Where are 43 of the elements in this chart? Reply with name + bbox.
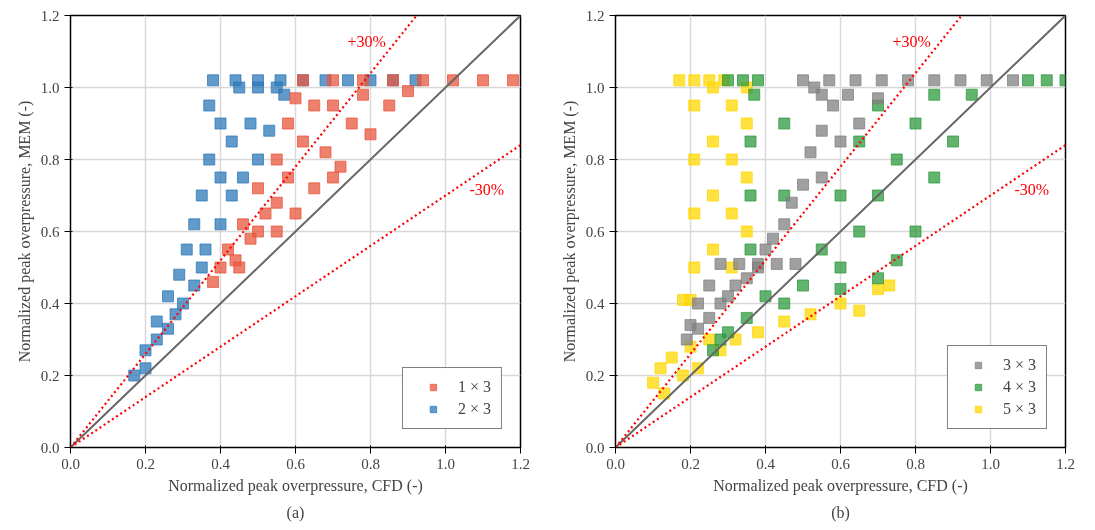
y-tick-label: 1.0 bbox=[40, 79, 60, 96]
y-axis-title: Normalized peak overpressure, MEM (-) bbox=[15, 100, 34, 363]
x-tick-label: 0.6 bbox=[831, 455, 851, 472]
annotation: -30% bbox=[469, 180, 505, 198]
y-tick-label: 0.2 bbox=[40, 367, 60, 384]
x-tick-label: 0.8 bbox=[361, 455, 380, 472]
x-tick-label: 0.8 bbox=[906, 455, 925, 472]
y-tick-label: 0.8 bbox=[40, 151, 60, 168]
x-tick-label: 0.4 bbox=[211, 455, 231, 472]
annotation: -30% bbox=[1014, 180, 1050, 198]
text: (a) bbox=[286, 503, 305, 522]
legend-label: 1 × 3 bbox=[457, 378, 491, 396]
legend-label: 5 × 3 bbox=[1002, 400, 1036, 418]
y-tick-label: 0.0 bbox=[40, 439, 60, 456]
y-tick-label: 0.2 bbox=[585, 367, 605, 384]
x-tick-label: 0.2 bbox=[136, 455, 155, 472]
y-tick-label: 0.6 bbox=[40, 223, 60, 240]
y-tick-label: 1.2 bbox=[585, 7, 605, 24]
x-axis-title: Normalized peak overpressure, CFD (-) bbox=[168, 476, 423, 495]
legend-label: 3 × 3 bbox=[1002, 356, 1036, 374]
x-axis-title: Normalized peak overpressure, CFD (-) bbox=[713, 476, 968, 495]
x-tick-label: 1.2 bbox=[511, 455, 530, 472]
x-tick-label: 0.2 bbox=[681, 455, 700, 472]
x-tick-label: 1.0 bbox=[981, 455, 1000, 472]
x-tick-label: 0.0 bbox=[606, 455, 625, 472]
x-tick-label: 1.0 bbox=[436, 455, 455, 472]
y-tick-label: 0.4 bbox=[40, 295, 60, 312]
y-tick-label: 0.4 bbox=[585, 295, 605, 312]
y-tick-label: 0.8 bbox=[585, 151, 605, 168]
x-tick-label: 0.4 bbox=[756, 455, 776, 472]
y-axis-title: Normalized peak overpressure, MEM (-) bbox=[560, 100, 579, 363]
legend-label: 4 × 3 bbox=[1002, 378, 1036, 396]
y-tick-label: 1.2 bbox=[40, 7, 60, 24]
x-tick-label: 0.0 bbox=[61, 455, 80, 472]
annotation: +30% bbox=[892, 32, 931, 50]
x-tick-label: 1.2 bbox=[1056, 455, 1075, 472]
annotation: +30% bbox=[347, 32, 386, 50]
text: (b) bbox=[831, 503, 850, 522]
x-tick-label: 0.6 bbox=[286, 455, 306, 472]
legend-label: 2 × 3 bbox=[457, 400, 491, 418]
y-tick-label: 0.0 bbox=[585, 439, 605, 456]
y-tick-label: 0.6 bbox=[585, 223, 605, 240]
y-tick-label: 1.0 bbox=[585, 79, 605, 96]
